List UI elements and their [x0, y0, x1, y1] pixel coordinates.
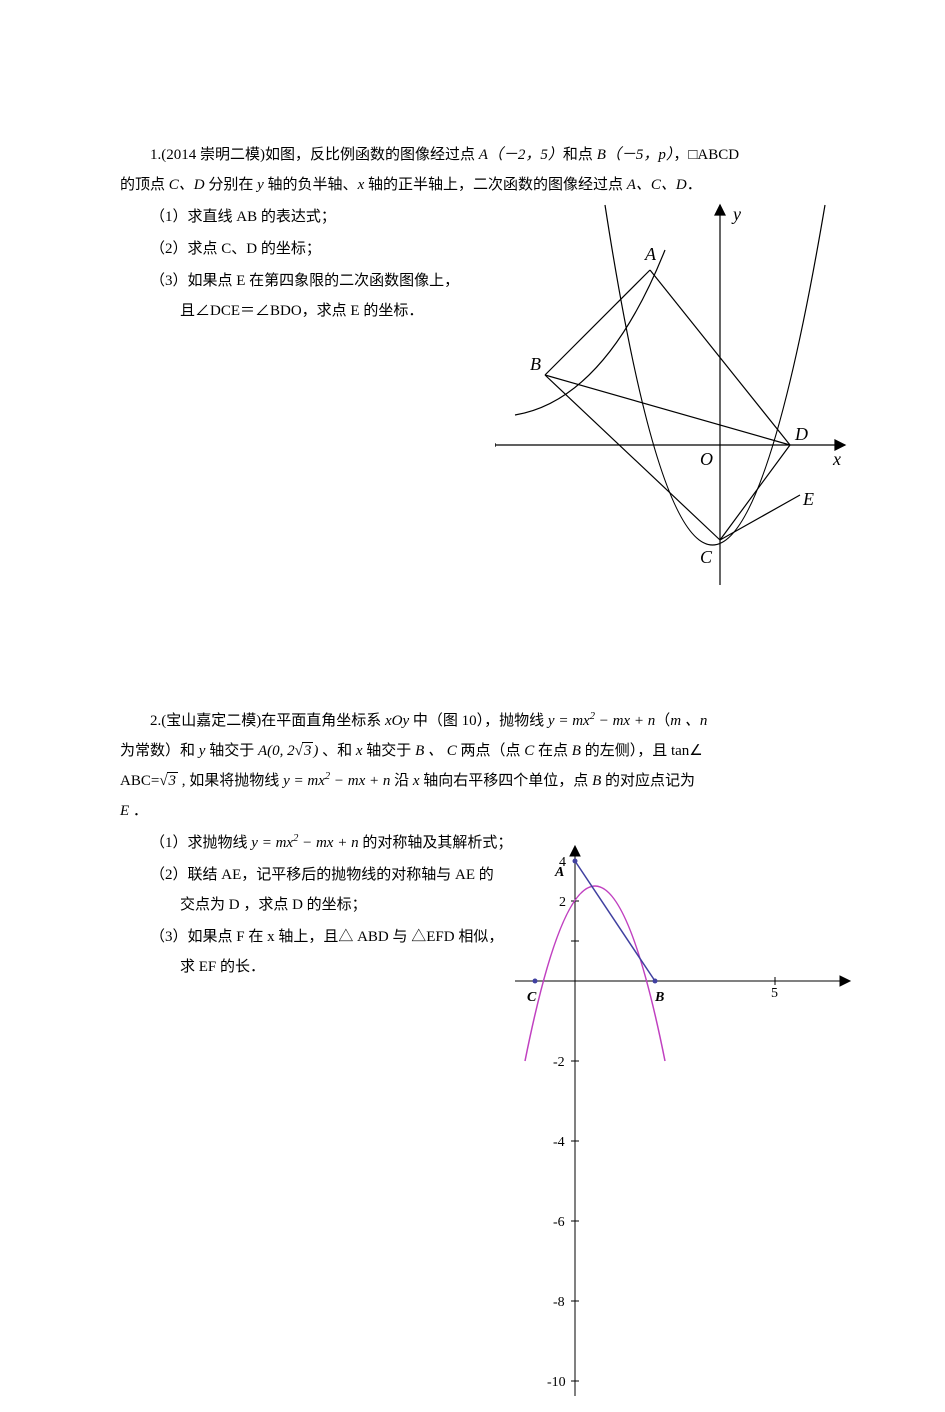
- label-D: D: [794, 424, 808, 444]
- t: B: [592, 773, 601, 789]
- t: （: [655, 713, 670, 729]
- label-O: O: [700, 449, 713, 469]
- t: ABC=: [120, 773, 159, 789]
- ytick-n8: -8: [553, 1295, 565, 1310]
- figure-1: y x A B C D E O: [495, 195, 855, 595]
- t: 两点（点: [457, 743, 525, 759]
- p2-q3-l2: 求 EF 的长．: [120, 952, 520, 982]
- label-B2: B: [654, 990, 664, 1005]
- ytick-n6: -6: [553, 1215, 565, 1230]
- problem-2: A B C 4 2 -2 -4 -6 -8 -10 5 2.(宝山嘉定二模)在平…: [120, 706, 825, 982]
- t: 1.(2014 崇明二模)如图，反比例函数的图像经过点: [150, 147, 479, 163]
- figure-1-svg: y x A B C D E O: [495, 195, 855, 595]
- p1-line1: 1.(2014 崇明二模)如图，反比例函数的图像经过点 A（－2，5）和点 B（…: [120, 140, 825, 170]
- label-x: x: [832, 449, 841, 469]
- ytick-2: 2: [559, 895, 566, 910]
- p2-l4: E ．: [120, 796, 825, 826]
- t: ，□ABCD: [673, 147, 739, 163]
- label-E: E: [802, 489, 814, 509]
- t: 分别在: [205, 177, 258, 193]
- label-C: C: [700, 547, 713, 567]
- t: A（－2，5）: [479, 147, 563, 163]
- t: 、和: [318, 743, 356, 759]
- t: 中（图 10），抛物线: [409, 713, 548, 729]
- t: m 、n: [670, 713, 707, 729]
- ytick-n10: -10: [547, 1375, 566, 1390]
- p2-q2-l2: 交点为 D ，求点 D 的坐标；: [120, 890, 520, 920]
- t: B: [572, 743, 581, 759]
- t: 轴的负半轴、: [264, 177, 358, 193]
- xtick-5: 5: [771, 986, 778, 1001]
- t: xOy: [385, 713, 409, 729]
- figure-2: A B C 4 2 -2 -4 -6 -8 -10 5: [515, 841, 855, 1401]
- ytick-n2: -2: [553, 1055, 565, 1070]
- figure-2-svg: A B C 4 2 -2 -4 -6 -8 -10 5: [515, 841, 855, 1401]
- t: B（－5，p）: [597, 147, 674, 163]
- p2-l1: 2.(宝山嘉定二模)在平面直角坐标系 xOy 中（图 10），抛物线 y = m…: [120, 706, 825, 736]
- label-y: y: [731, 204, 741, 224]
- label-A: A: [644, 244, 657, 264]
- t: , 如果将抛物线: [178, 773, 283, 789]
- t: 轴的正半轴上，二次函数的图像经过点: [364, 177, 627, 193]
- problem-1: y x A B C D E O 1.(2014 崇明二模)如图，反比例函数的图像…: [120, 140, 825, 646]
- p2-l2: 为常数）和 y 轴交于 A(0, 2√3) 、和 x 轴交于 B 、 C 两点（…: [120, 736, 825, 766]
- t: C、D: [169, 177, 205, 193]
- t: 为常数）和: [120, 743, 199, 759]
- ytick-n4: -4: [553, 1135, 565, 1150]
- t: 的左侧），且 tan∠: [581, 743, 703, 759]
- t: y: [257, 177, 264, 193]
- t: 的对称轴及其解析式；: [359, 835, 513, 851]
- t: 的顶点: [120, 177, 169, 193]
- t: 2.(宝山嘉定二模)在平面直角坐标系: [150, 713, 385, 729]
- t: E: [120, 803, 129, 819]
- t: 沿: [390, 773, 413, 789]
- t: A、C、D: [627, 177, 687, 193]
- ytick-4: 4: [559, 855, 566, 870]
- t: 轴交于: [363, 743, 416, 759]
- p2-q2-l1: （2）联结 AE，记平移后的抛物线的对称轴与 AE 的: [120, 860, 520, 890]
- t: 和点: [563, 147, 597, 163]
- p2-q3-l1: （3）如果点 F 在 x 轴上，且△ ABD 与 △EFD 相似，: [120, 922, 520, 952]
- t: 在点: [534, 743, 572, 759]
- p2-l3: ABC=√3 , 如果将抛物线 y = mx2 − mx + n 沿 x 轴向右…: [120, 766, 825, 796]
- t: ．: [129, 803, 148, 819]
- t: B 、 C: [415, 743, 457, 759]
- t: C: [524, 743, 534, 759]
- t: 轴向右平移四个单位，点: [420, 773, 593, 789]
- t: ．: [687, 177, 702, 193]
- t: 的对应点记为: [601, 773, 695, 789]
- label-C2: C: [527, 990, 537, 1005]
- label-B: B: [530, 354, 541, 374]
- t: 轴交于: [205, 743, 258, 759]
- t: （1）求抛物线: [150, 835, 251, 851]
